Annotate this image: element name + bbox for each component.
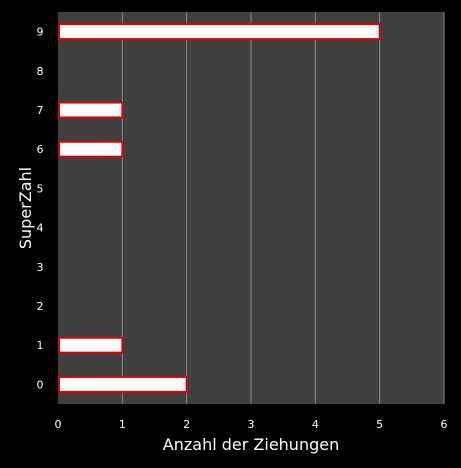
x-tick-label: 3: [248, 418, 255, 431]
gridlines: [121, 12, 445, 404]
y-tick-label: 4: [37, 222, 44, 235]
y-tick-label: 3: [37, 261, 44, 274]
y-tick-label: 6: [37, 143, 44, 156]
y-axis-title: SuperZahl: [16, 167, 35, 249]
bar-superzahl-9: [58, 23, 381, 41]
x-tick-labels: 0 1 2 3 4 5 6: [55, 418, 448, 431]
bar-superzahl-7: [58, 101, 124, 119]
x-tick-label: 5: [376, 418, 383, 431]
y-tick-label: 5: [37, 182, 44, 195]
x-tick-label: 6: [441, 418, 448, 431]
x-tick-label: 2: [183, 418, 190, 431]
bars: [58, 23, 381, 393]
y-tick-label: 2: [37, 300, 44, 313]
y-tick-label: 0: [37, 378, 44, 391]
bar-superzahl-0: [58, 375, 188, 393]
y-tick-label: 8: [37, 65, 44, 78]
bar-superzahl-1: [58, 336, 124, 354]
y-tick-label: 7: [37, 104, 44, 117]
y-tick-labels: 0 1 2 3 4 5 6 7 8 9: [37, 26, 44, 392]
x-tick-label: 1: [119, 418, 126, 431]
x-tick-label: 4: [312, 418, 319, 431]
y-tick-label: 1: [37, 339, 44, 352]
bar-superzahl-6: [58, 140, 124, 158]
x-axis-title: Anzahl der Ziehungen: [163, 435, 339, 454]
x-tick-label: 0: [55, 418, 62, 431]
y-tick-label: 9: [37, 26, 44, 39]
